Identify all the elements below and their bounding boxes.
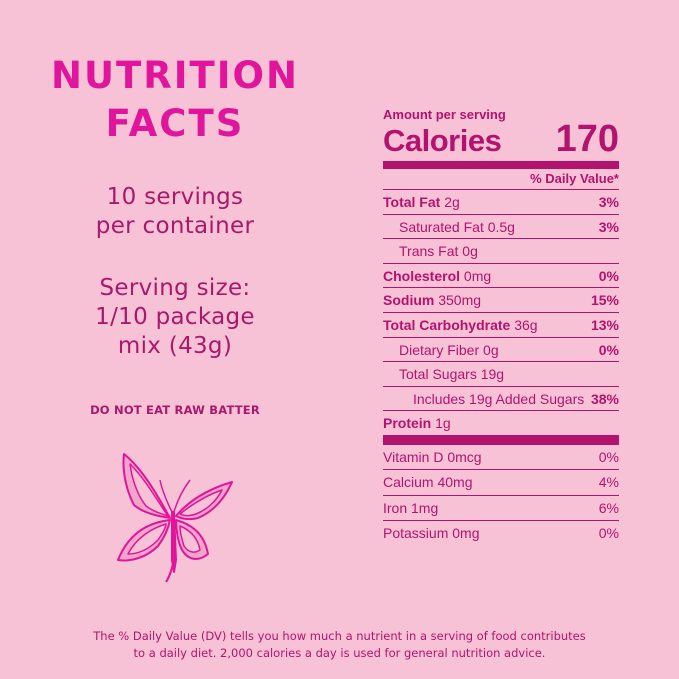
nutrient-label: Trans Fat [399,243,459,260]
nutrient-label: Total Fat [383,194,441,210]
amount-per-serving: Amount per serving [383,107,506,122]
vitamin-daily-value: 0% [598,448,619,465]
vitamin-label: Potassium [383,525,449,542]
vitamin-row: Calcium 40mg 4% [383,470,619,496]
nutrient-label: Protein [383,415,432,432]
nutrient-row: Total Carbohydrate 36g 13% [383,313,619,338]
nutrient-amount: 0g [483,341,499,358]
nutrient-label: Total Sugars [399,366,477,383]
calories-value: 170 [555,118,619,160]
vitamin-label: Vitamin D [383,448,444,465]
nutrient-daily-value: 0% [598,267,619,284]
nutrient-label: Saturated Fat [399,218,484,235]
nutrient-row: Includes 19g Added Sugars 38% [383,387,619,412]
nutrient-amount: 0.5g [487,218,515,235]
vitamin-daily-value: 4% [598,474,619,491]
butterfly-icon [117,453,233,583]
nutrient-list: Total Fat 2g 3% Saturated Fat 0.5g 3% Trans … [383,190,619,435]
nutrient-amount: 350mg [438,292,482,309]
vitamin-list: Vitamin D 0mcg 0% Calcium 40mg 4% Iron 1mg 6%… [383,445,619,546]
nutrient-name: Protein 1g [383,411,451,435]
vitamin-row: Vitamin D 0mcg 0% [383,445,619,471]
nutrient-name: Dietary Fiber 0g [383,338,499,362]
nutrient-row: Saturated Fat 0.5g 3% [383,215,619,240]
nutrient-daily-value: 38% [590,390,619,407]
nutrient-label: Total Carbohydrate [383,316,511,333]
nutrient-name: Total Sugars 19g [383,362,504,386]
nutrient-daily-value: 13% [590,316,619,333]
nutrient-name: Saturated Fat 0.5g [383,215,515,239]
nutrient-name: Trans Fat 0g [383,239,478,263]
nutrient-daily-value: 15% [590,292,619,309]
vitamin-row: Potassium 0mg 0% [383,521,619,546]
vitamin-amount: 1mg [411,499,439,516]
footnote-line-2: to a daily diet. 2,000 calories a day is… [133,646,546,660]
vitamin-name: Vitamin D 0mcg [383,445,482,470]
vitamin-name: Potassium 0mg [383,521,479,546]
nutrient-daily-value: 0% [598,341,619,358]
raw-batter-warning: DO NOT EAT RAW BATTER [90,403,260,417]
vitamin-name: Iron 1mg [383,496,438,521]
serving-size-line-2: 1/10 package [95,304,255,330]
nutrient-name: Sodium 350mg [383,288,481,312]
nutrient-row: Dietary Fiber 0g 0% [383,338,619,363]
nutrient-label: Dietary Fiber [399,341,480,358]
nutrient-amount: 1g [435,415,451,432]
calories-label: Calories [383,123,502,158]
nutrient-name: Total Fat 2g [383,190,460,214]
daily-value-header: % Daily Value* [383,169,619,190]
serving-size-line-1: Serving size: [99,275,251,301]
nutrient-row: Sodium 350mg 15% [383,288,619,313]
nutrient-amount: 0g [462,243,478,260]
thick-divider [383,161,619,169]
vitamin-label: Calcium [383,474,434,491]
title-line-1: NUTRITION [51,54,299,97]
nutrition-facts-label: Amount per serving Calories 170 % Daily … [383,108,619,546]
nutrient-amount: 0mg [463,267,492,284]
nutrient-row: Total Sugars 19g [383,362,619,387]
vitamin-amount: 0mcg [447,448,482,465]
nutrient-name: Cholesterol 0mg [383,264,491,288]
nutrient-amount: 36g [514,316,538,333]
vitamin-daily-value: 6% [598,499,619,516]
footnote-line-1: The % Daily Value (DV) tells you how muc… [93,629,586,643]
nutrient-daily-value: 3% [598,194,619,210]
nutrient-row: Protein 1g [383,411,619,435]
calories-row: Calories 170 [383,119,619,161]
vitamin-name: Calcium 40mg [383,470,473,495]
vitamin-amount: 0mg [452,525,480,542]
nutrient-amount: 2g [444,194,460,210]
nutrient-daily-value: 3% [598,218,619,235]
nutrient-row: Cholesterol 0mg 0% [383,264,619,289]
serving-size-line-3: mix (43g) [117,333,233,359]
thick-divider-vitamins [383,434,619,445]
nutrient-row: Trans Fat 0g [383,239,619,264]
footnote: The % Daily Value (DV) tells you how muc… [0,628,679,662]
nutrient-amount: 19g [480,366,505,383]
nutrient-name: Includes 19g Added Sugars [383,387,584,411]
servings-line-1: 10 servings [106,184,244,210]
nutrient-label: Sodium [383,292,435,309]
vitamin-label: Iron [383,499,408,516]
vitamin-daily-value: 0% [598,525,619,542]
nutrient-label: Cholesterol [383,267,461,284]
title-line-2: FACTS [105,102,245,145]
vitamin-row: Iron 1mg 6% [383,496,619,522]
nutrient-label: Includes 19g Added Sugars [413,390,585,407]
nutrient-name: Total Carbohydrate 36g [383,313,538,337]
servings-line-2: per container [95,213,255,239]
vitamin-amount: 40mg [437,474,473,491]
nutrient-row: Total Fat 2g 3% [383,190,619,215]
